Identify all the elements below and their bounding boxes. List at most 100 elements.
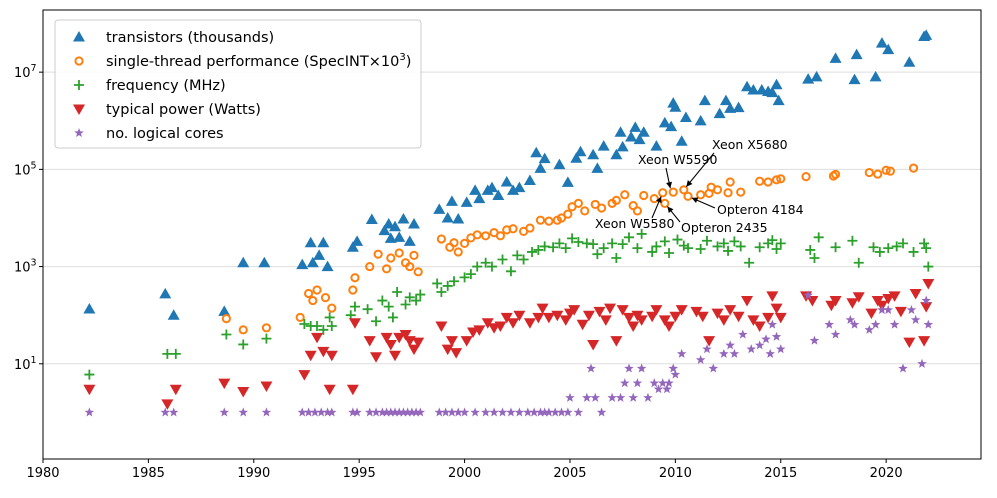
y-tick-label: 101: [14, 355, 37, 373]
data-point: [629, 121, 642, 132]
data-point: [445, 336, 458, 347]
data-point: [747, 315, 760, 326]
data-point: [574, 145, 587, 157]
data-point: [698, 94, 711, 106]
data-point: [712, 185, 723, 195]
data-point: [920, 302, 933, 313]
data-point: [433, 203, 446, 214]
data-point: [712, 241, 723, 252]
data-point: [323, 384, 336, 396]
data-point: [587, 148, 600, 160]
data-point: [882, 294, 895, 305]
data-point: [299, 318, 310, 329]
data-point: [724, 305, 737, 316]
data-point: [829, 296, 842, 307]
data-point: [346, 241, 359, 252]
data-point: [616, 305, 629, 316]
data-point: [452, 213, 465, 224]
data-point: [639, 190, 649, 201]
data-point: [723, 245, 734, 256]
data-point: [664, 378, 674, 388]
data-point: [868, 242, 879, 253]
data-point: [683, 243, 694, 254]
data-point: [614, 126, 627, 137]
y-tick-label: 105: [14, 160, 37, 178]
data-point: [763, 177, 773, 187]
data-point: [238, 325, 248, 335]
data-point: [532, 312, 545, 324]
data-point: [412, 337, 425, 349]
data-point: [772, 94, 785, 106]
data-point: [882, 43, 895, 55]
data-point: [906, 304, 917, 315]
data-point: [394, 407, 404, 417]
y-tick-label: 103: [14, 258, 37, 276]
data-point: [296, 258, 309, 270]
data-point: [620, 378, 630, 388]
data-point: [560, 243, 571, 254]
data-point: [909, 288, 922, 300]
data-point: [497, 407, 508, 417]
data-point: [723, 188, 733, 198]
data-point: [620, 190, 630, 200]
data-point: [918, 336, 931, 347]
data-point: [591, 162, 604, 173]
data-point: [719, 94, 732, 106]
data-point: [167, 309, 180, 320]
data-point: [304, 350, 317, 362]
data-point: [316, 407, 326, 417]
plot-frame: [42, 9, 982, 460]
data-point: [480, 257, 491, 268]
data-point: [237, 256, 250, 268]
data-point: [221, 314, 231, 324]
data-point: [898, 363, 908, 373]
data-point: [701, 235, 712, 246]
annotation-label: Xeon W5580: [595, 216, 674, 231]
data-point: [497, 254, 508, 265]
data-point: [348, 407, 358, 417]
data-point: [766, 291, 779, 302]
x-tick-label: 1985: [132, 466, 165, 481]
data-point: [853, 257, 864, 268]
data-point: [663, 321, 676, 332]
data-point: [445, 195, 458, 206]
data-point: [765, 348, 775, 358]
data-point: [364, 407, 375, 417]
data-point: [237, 386, 250, 398]
data-point: [649, 194, 659, 204]
data-point: [607, 238, 618, 249]
data-point: [83, 384, 96, 396]
data-point: [481, 231, 491, 241]
legend-marker: [73, 31, 85, 42]
data-point: [83, 303, 96, 314]
data-point: [875, 37, 888, 48]
data-point: [922, 278, 935, 290]
data-point: [675, 305, 688, 316]
data-point: [411, 295, 422, 306]
data-point: [761, 334, 771, 344]
data-point: [741, 296, 754, 307]
data-point: [390, 407, 400, 417]
data-point: [881, 165, 891, 175]
data-point: [563, 407, 573, 417]
data-point: [327, 303, 337, 313]
data-point: [453, 407, 463, 417]
data-point: [616, 140, 629, 152]
data-point: [539, 407, 550, 417]
data-point: [610, 336, 623, 347]
data-point: [611, 195, 621, 205]
data-point: [921, 243, 932, 254]
data-point: [473, 192, 486, 204]
x-tick-label: 1990: [237, 466, 270, 481]
data-point: [352, 407, 362, 417]
data-point: [298, 370, 311, 381]
data-point: [313, 249, 326, 260]
data-point: [669, 101, 682, 112]
data-point: [219, 407, 230, 417]
data-point: [767, 235, 778, 246]
data-point: [607, 392, 617, 402]
data-point: [384, 232, 397, 243]
data-point: [261, 333, 272, 344]
data-point: [460, 196, 473, 207]
data-point: [637, 126, 650, 137]
